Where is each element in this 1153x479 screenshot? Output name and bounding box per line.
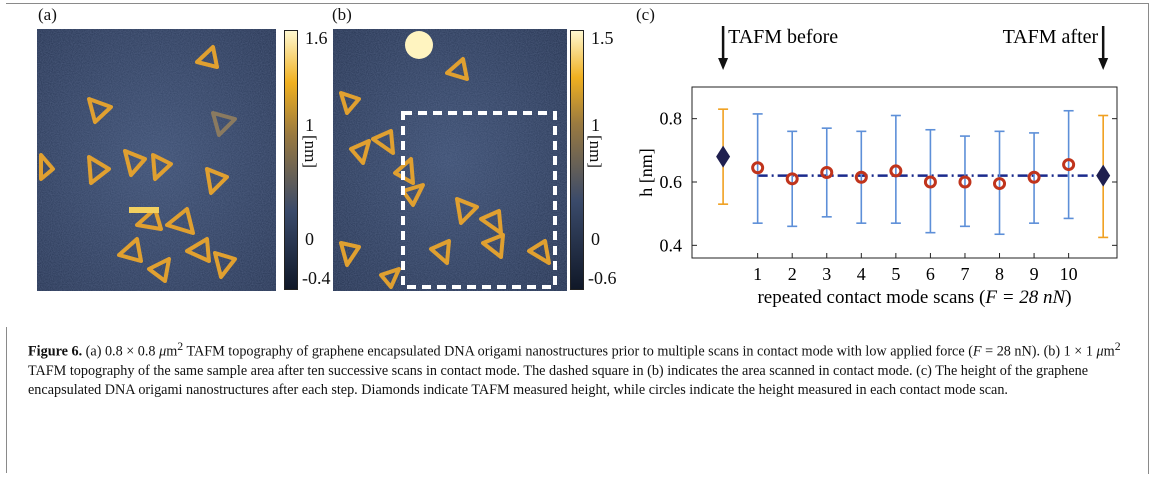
contact-scan-marker	[820, 166, 834, 179]
x-tick-label: 2	[788, 264, 797, 284]
x-axis-label-prefix: repeated contact mode scans (	[757, 287, 985, 308]
x-axis-label-force: F = 28 nN	[984, 287, 1066, 308]
y-tick-label: 0.4	[660, 235, 683, 255]
tafm-marker	[716, 145, 731, 168]
y-tick-label: 0.8	[660, 109, 683, 129]
colorbar-b-mid: 1	[591, 115, 600, 135]
arrow-after-head	[1098, 58, 1109, 70]
colorbar-b-max: 1.5	[591, 28, 614, 48]
afm-image-b	[333, 29, 567, 291]
figure-caption: Figure 6. (a) 0.8 × 0.8 μm2 TAFM topogra…	[28, 337, 1133, 400]
y-tick-label: 0.6	[660, 172, 683, 192]
plot-frame	[691, 86, 1118, 259]
tafm-marker	[1096, 164, 1111, 187]
x-tick-label: 3	[822, 264, 831, 284]
caption-mu-1: μ	[159, 343, 167, 360]
x-axis-label: repeated contact mode scans (F = 28 nN)	[757, 287, 1071, 308]
caption-part-2: TAFM topography of graphene encapsulated…	[183, 343, 973, 360]
colorbar-a-max: 1.6	[305, 28, 328, 48]
caption-label: Figure 6.	[28, 343, 83, 360]
caption-rule	[6, 327, 7, 473]
caption-part-4: TAFM topography of the same sample area …	[28, 362, 1089, 398]
colorbar-b-min: -0.6	[588, 268, 617, 288]
x-tick-label: 5	[891, 264, 900, 284]
contact-scan-marker	[1062, 158, 1076, 172]
contact-scan-marker	[785, 172, 799, 186]
caption-part-1: (a) 0.8 × 0.8	[82, 343, 160, 360]
caption-m-2: m	[1103, 343, 1115, 360]
caption-mu-2: μ	[1096, 343, 1104, 360]
x-tick-label: 4	[857, 264, 866, 284]
contact-scan-marker	[854, 170, 868, 184]
x-tick-label: 6	[926, 264, 935, 284]
x-tick-label: 10	[1060, 264, 1078, 284]
annotation-before: TAFM before	[728, 26, 838, 48]
contact-scan-marker	[889, 164, 903, 178]
caption-sup-1: 2	[177, 339, 184, 353]
arrow-before-head	[718, 58, 729, 70]
caption-sup-2: 2	[1114, 339, 1121, 353]
panel-b-label: (b)	[332, 5, 352, 24]
x-tick-label: 1	[753, 264, 762, 284]
caption-m-1: m	[166, 343, 178, 360]
caption-force-1: F	[972, 343, 982, 360]
afm-image-a	[37, 29, 276, 291]
colorbar-b-zero: 0	[591, 229, 600, 249]
contact-scan-marker	[993, 177, 1007, 191]
annotation-after: TAFM after	[1003, 26, 1099, 48]
height-chart: 0.4 0.6 0.8 1 2 3 4 5 6 7 8 9 10 h [nm] repeated conta…	[636, 26, 1118, 308]
panel-c-label: (c)	[636, 5, 655, 24]
afm-topography-b	[333, 29, 567, 291]
x-axis-label-suffix: )	[1065, 287, 1071, 308]
figure-frame	[6, 3, 1149, 474]
afm-topography-a	[37, 29, 276, 291]
colorbar-b	[570, 30, 584, 290]
colorbar-a	[284, 30, 298, 290]
contact-scan-marker	[1027, 170, 1041, 184]
x-tick-label: 8	[995, 264, 1004, 284]
contact-scan-marker	[958, 175, 972, 189]
contact-scan-marker	[923, 175, 937, 189]
x-tick-label: 7	[960, 264, 969, 284]
colorbar-a-zero: 0	[305, 229, 314, 249]
colorbar-a-mid: 1	[305, 115, 314, 135]
colorbar-a-min: -0.4	[302, 268, 331, 288]
y-axis-label: h [nm]	[636, 148, 656, 197]
panel-a-label: (a)	[38, 5, 57, 24]
x-tick-label: 9	[1030, 264, 1039, 284]
contact-scan-marker	[751, 161, 765, 175]
caption-part-3: = 28 nN). (b) 1 × 1	[981, 343, 1097, 360]
